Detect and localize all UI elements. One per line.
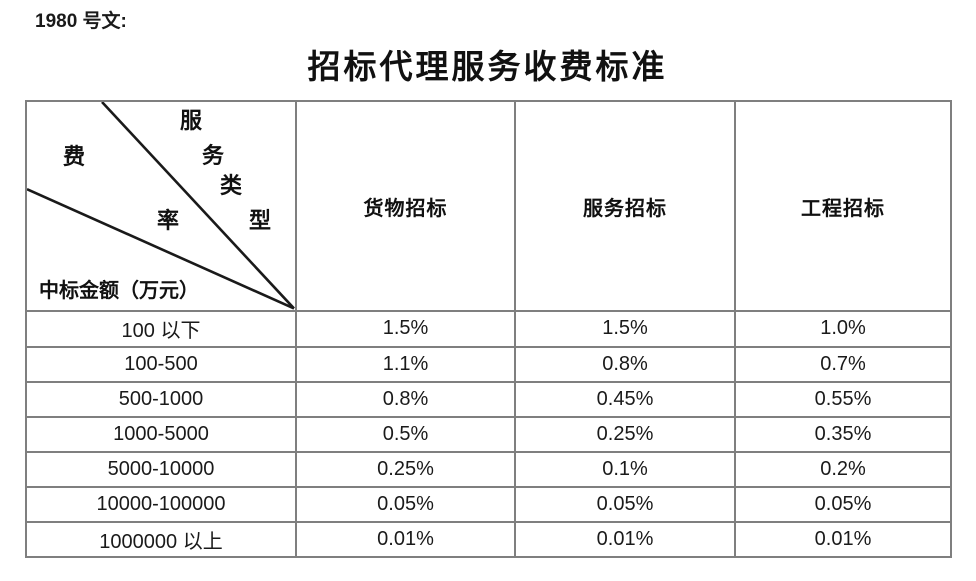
amount-cell: 100-500: [25, 345, 297, 383]
table-row: 1000-5000 0.5% 0.25% 0.35%: [25, 415, 952, 453]
amount-cell: 1000-5000: [25, 415, 297, 453]
service-rate-cell: 0.8%: [514, 345, 736, 383]
service-rate-cell: 0.25%: [514, 415, 736, 453]
goods-rate-cell: 0.01%: [295, 520, 516, 559]
page-title: 招标代理服务收费标准: [307, 50, 668, 86]
goods-rate-cell: 0.25%: [295, 450, 516, 488]
fee-standard-table: 费 率 服 务 类 型 中标金额（万元） 货物招标 服务招标 工程招标 100 …: [25, 99, 952, 559]
table-row: 100-500 1.1% 0.8% 0.7%: [25, 345, 952, 383]
corner-label-service-type-4: 型: [249, 208, 272, 233]
doc-number-note: 1980 号文:: [35, 11, 127, 32]
corner-label-service-type-3: 类: [220, 173, 243, 198]
amount-cell: 5000-10000: [25, 450, 297, 488]
column-header-service: 服务招标: [514, 99, 736, 313]
amount-cell: 10000-100000: [25, 485, 297, 523]
service-rate-cell: 0.1%: [514, 450, 736, 488]
engineering-rate-cell: 0.01%: [734, 520, 952, 559]
diagonal-lines-graphic: [27, 102, 295, 310]
table-header-row: 费 率 服 务 类 型 中标金额（万元） 货物招标 服务招标 工程招标: [25, 99, 952, 313]
goods-rate-cell: 0.5%: [295, 415, 516, 453]
engineering-rate-cell: 0.7%: [734, 345, 952, 383]
column-header-engineering: 工程招标: [734, 99, 952, 313]
table-row: 1000000 以上 0.01% 0.01% 0.01%: [25, 520, 952, 559]
corner-label-fee: 费: [63, 144, 86, 169]
goods-rate-cell: 0.8%: [295, 380, 516, 418]
service-rate-cell: 0.05%: [514, 485, 736, 523]
amount-cell: 100 以下: [25, 310, 297, 348]
goods-rate-cell: 1.1%: [295, 345, 516, 383]
diagonal-corner-inner: 费 率 服 务 类 型 中标金额（万元）: [27, 102, 295, 310]
row-axis-label: 中标金额（万元）: [39, 280, 199, 303]
engineering-rate-cell: 0.55%: [734, 380, 952, 418]
diagonal-corner-cell: 费 率 服 务 类 型 中标金额（万元）: [25, 99, 297, 313]
corner-label-service-type-1: 服: [180, 108, 203, 133]
service-rate-cell: 0.45%: [514, 380, 736, 418]
goods-rate-cell: 0.05%: [295, 485, 516, 523]
amount-cell: 500-1000: [25, 380, 297, 418]
service-rate-cell: 1.5%: [514, 310, 736, 348]
corner-label-service-type-2: 务: [202, 143, 225, 168]
table-row: 5000-10000 0.25% 0.1% 0.2%: [25, 450, 952, 488]
goods-rate-cell: 1.5%: [295, 310, 516, 348]
table-row: 500-1000 0.8% 0.45% 0.55%: [25, 380, 952, 418]
service-rate-cell: 0.01%: [514, 520, 736, 559]
corner-label-rate: 率: [157, 208, 180, 233]
engineering-rate-cell: 0.2%: [734, 450, 952, 488]
column-header-goods: 货物招标: [295, 99, 516, 313]
engineering-rate-cell: 0.05%: [734, 485, 952, 523]
amount-cell: 1000000 以上: [25, 520, 297, 559]
table-row: 10000-100000 0.05% 0.05% 0.05%: [25, 485, 952, 523]
engineering-rate-cell: 1.0%: [734, 310, 952, 348]
engineering-rate-cell: 0.35%: [734, 415, 952, 453]
table-row: 100 以下 1.5% 1.5% 1.0%: [25, 310, 952, 348]
